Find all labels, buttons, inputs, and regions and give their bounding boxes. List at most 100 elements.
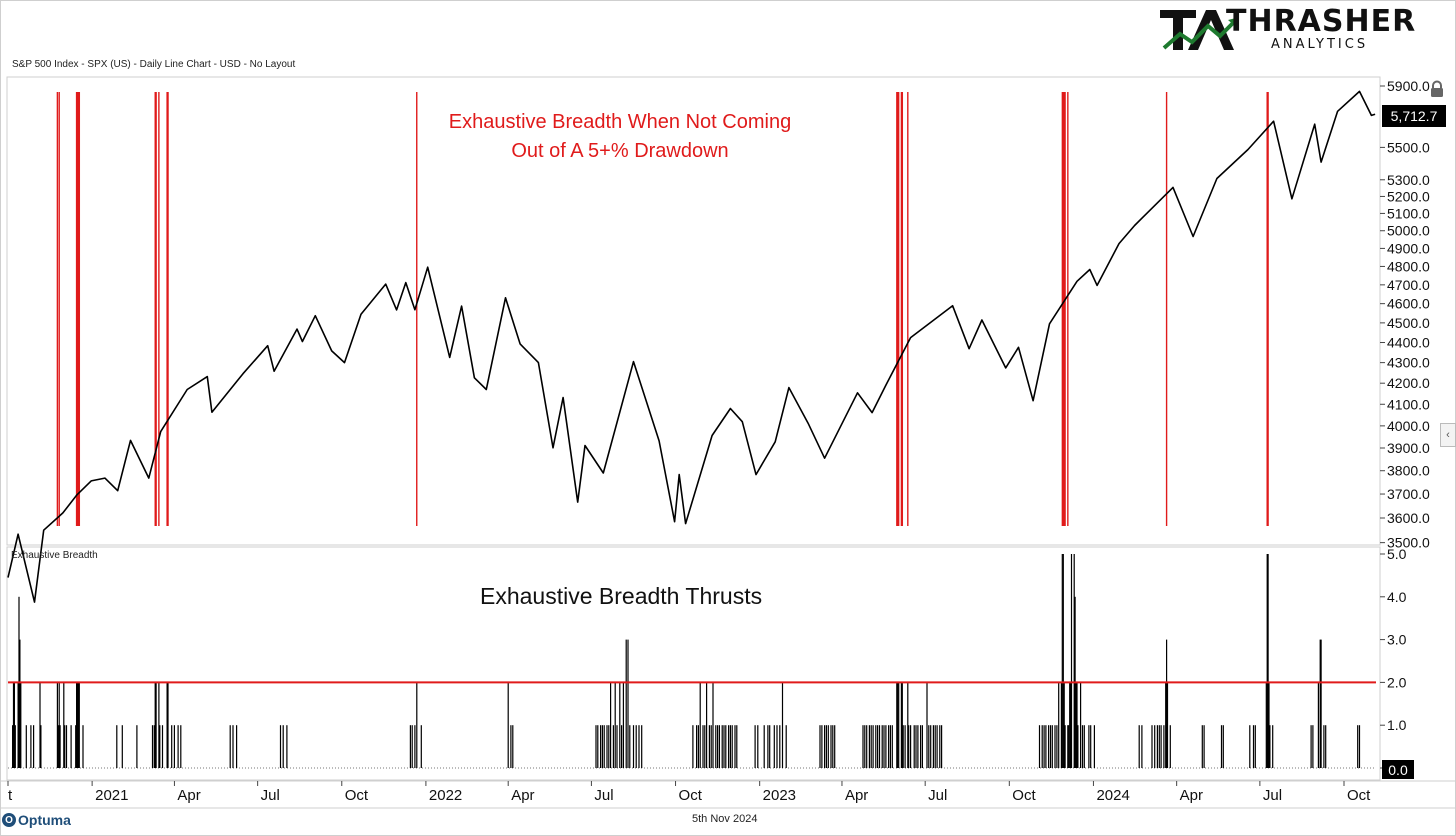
indicator-bar xyxy=(885,725,887,768)
indicator-bar xyxy=(1054,725,1056,768)
price-y-tick-label: 5500.0 xyxy=(1387,139,1430,155)
x-tick-label: Apr xyxy=(1180,787,1203,804)
lock-icon[interactable] xyxy=(1428,80,1446,98)
indicator-bar xyxy=(1265,682,1267,768)
price-y-tick-label: 4400.0 xyxy=(1387,335,1430,351)
price-y-tick-label: 3900.0 xyxy=(1387,440,1430,456)
indicator-bar xyxy=(708,725,710,768)
indicator-bar xyxy=(1220,725,1223,768)
indicator-bar xyxy=(821,725,823,768)
price-annotation: Exhaustive Breadth When Not Coming Out o… xyxy=(420,108,820,166)
indicator-bar xyxy=(279,725,282,768)
x-tick-label: Oct xyxy=(679,787,703,804)
indicator-bar xyxy=(1093,725,1095,768)
indicator-bar xyxy=(20,682,22,768)
indicator-y-tick-label: 5.0 xyxy=(1387,546,1407,562)
price-y-tick-label: 5100.0 xyxy=(1387,205,1430,221)
indicator-bar xyxy=(70,725,72,768)
indicator-bar xyxy=(877,725,879,768)
indicator-bar xyxy=(1254,725,1256,768)
indicator-bar xyxy=(902,725,904,768)
indicator-bar xyxy=(1203,725,1205,768)
indicator-bar xyxy=(232,725,234,768)
indicator-bar xyxy=(282,725,284,768)
indicator-bar xyxy=(19,639,21,768)
indicator-bar xyxy=(702,725,704,768)
indicator-bar xyxy=(870,725,872,768)
indicator-bar xyxy=(286,725,288,768)
indicator-bar xyxy=(883,725,885,768)
indicator-bar xyxy=(907,682,909,768)
indicator-bar xyxy=(936,725,938,768)
indicator-bar xyxy=(229,725,231,768)
indicator-bar xyxy=(1323,725,1325,768)
indicator-bar xyxy=(917,725,919,768)
indicator-bar xyxy=(507,682,509,768)
indicator-bar xyxy=(930,725,932,768)
chevron-left-icon[interactable]: ‹ xyxy=(1440,423,1456,447)
indicator-bar xyxy=(704,725,706,768)
indicator-bar xyxy=(706,682,708,768)
price-y-tick-label: 5000.0 xyxy=(1387,223,1430,239)
indicator-bar xyxy=(825,725,827,768)
logo-wordmark: THRASHER xyxy=(1226,4,1417,39)
indicator-bar xyxy=(616,725,618,768)
price-y-tick-label: 4500.0 xyxy=(1387,315,1430,331)
optuma-brand: O Optuma xyxy=(2,812,71,828)
indicator-bar xyxy=(82,725,84,768)
indicator-bar xyxy=(1061,554,1063,768)
indicator-bar xyxy=(932,725,934,768)
price-y-tick-label: 3800.0 xyxy=(1387,463,1430,479)
indicator-bar xyxy=(154,682,156,768)
price-y-tick-label: 4100.0 xyxy=(1387,396,1430,412)
indicator-bar xyxy=(1249,725,1251,768)
indicator-bar xyxy=(614,682,616,768)
indicator-bar xyxy=(78,682,80,768)
indicator-bar xyxy=(600,725,602,768)
indicator-bar xyxy=(33,725,35,768)
indicator-bar xyxy=(1358,725,1361,768)
indicator-bar xyxy=(603,725,605,768)
x-tick-label: Apr xyxy=(511,787,534,804)
indicator-bar xyxy=(819,725,821,768)
indicator-y-tick-label: 1.0 xyxy=(1387,717,1407,733)
indicator-bar xyxy=(76,682,78,768)
indicator-bar xyxy=(65,725,68,768)
indicator-panel-frame xyxy=(6,546,1381,781)
indicator-bar xyxy=(1325,725,1327,768)
indicator-bar xyxy=(731,725,733,768)
indicator-bar xyxy=(1163,725,1165,768)
indicator-bar xyxy=(878,725,881,768)
indicator-bar xyxy=(177,725,179,768)
indicator-bar xyxy=(1158,725,1160,768)
price-y-tick-label: 3700.0 xyxy=(1387,486,1430,502)
indicator-bar xyxy=(827,725,829,768)
price-y-tick-label: 4600.0 xyxy=(1387,296,1430,312)
indicator-bar xyxy=(1201,725,1203,768)
indicator-y-tick-label: 4.0 xyxy=(1387,589,1407,605)
indicator-bar xyxy=(1151,725,1153,768)
indicator-bar xyxy=(420,725,422,768)
indicator-bar xyxy=(1073,554,1075,768)
indicator-bar xyxy=(1080,682,1082,768)
indicator-bar xyxy=(77,682,79,768)
price-y-tick-label: 3500.0 xyxy=(1387,535,1430,551)
indicator-bar xyxy=(625,639,627,768)
price-y-tick-label: 4200.0 xyxy=(1387,375,1430,391)
indicator-bar xyxy=(595,725,597,768)
indicator-bar xyxy=(896,682,898,768)
indicator-bar xyxy=(1266,554,1268,768)
indicator-bar xyxy=(864,725,866,768)
indicator-bar xyxy=(1312,725,1314,768)
x-tick-label: 2024 xyxy=(1096,787,1129,804)
indicator-bar xyxy=(612,725,614,768)
price-annotation-line-2: Out of A 5+% Drawdown xyxy=(511,140,729,162)
indicator-bar xyxy=(1063,682,1065,768)
price-series-line xyxy=(7,90,1376,603)
indicator-bar xyxy=(39,682,41,768)
indicator-bar xyxy=(725,725,727,768)
indicator-bar xyxy=(900,682,902,768)
indicator-bar xyxy=(898,682,900,768)
indicator-bar xyxy=(710,725,712,768)
price-y-tick-label: 4700.0 xyxy=(1387,277,1430,293)
